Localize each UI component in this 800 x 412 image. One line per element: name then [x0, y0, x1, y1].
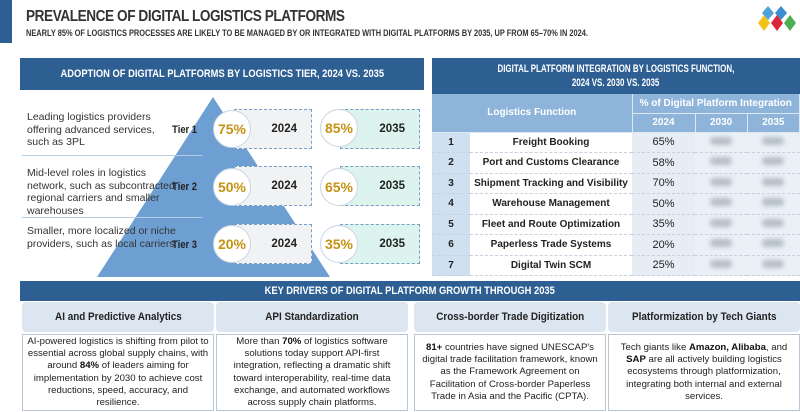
tiers-panel-header: ADOPTION OF DIGITAL PLATFORMS BY LOGISTI… [20, 58, 424, 90]
tier-1-2024-box: 2024 [234, 109, 312, 149]
tier-1-2024-value: 75% [213, 110, 251, 148]
driver-card-title: API Standardization [216, 302, 408, 332]
tier-1-description: Leading logistics providers offering adv… [27, 111, 155, 148]
page-title: PREVALENCE OF DIGITAL LOGISTICS PLATFORM… [26, 8, 345, 25]
column-header-2030: 2030 [695, 113, 748, 133]
driver-card-title: Cross-border Trade Digitization [414, 302, 606, 332]
table-row: 1 Freight Booking 65% [432, 132, 800, 153]
tiers-panel-title: ADOPTION OF DIGITAL PLATFORMS BY LOGISTI… [60, 68, 384, 80]
table-row: 3 Shipment Tracking and Visibility 70% [432, 173, 800, 194]
tier-2-2035-value: 65% [320, 168, 358, 206]
tier-divider [22, 217, 202, 218]
driver-card-title: AI and Predictive Analytics [22, 302, 214, 332]
value-2035-blurred [747, 152, 800, 174]
tier-3-label: Tier 3 [172, 239, 197, 251]
row-number: 4 [432, 193, 470, 215]
logistics-function: Fleet and Route Optimization [470, 214, 632, 235]
column-header-function: Logistics Function [432, 94, 633, 133]
tier-3-description: Smaller, more localized or niche provide… [27, 225, 176, 250]
drivers-title: KEY DRIVERS OF DIGITAL PLATFORM GROWTH T… [264, 285, 556, 297]
function-panel-title: DIGITAL PLATFORM INTEGRATION BY LOGISTIC… [497, 63, 735, 89]
value-2024: 25% [632, 255, 695, 276]
drivers-header: KEY DRIVERS OF DIGITAL PLATFORM GROWTH T… [20, 281, 800, 301]
column-header-2035: 2035 [747, 113, 800, 133]
value-2030-blurred [695, 132, 748, 153]
row-number: 3 [432, 173, 470, 194]
value-2024: 20% [632, 234, 695, 256]
driver-card: Platformization by Tech Giants Tech gian… [608, 302, 800, 411]
row-number: 1 [432, 132, 470, 153]
value-2035-blurred [747, 255, 800, 276]
row-number: 6 [432, 234, 470, 256]
value-2030-blurred [695, 193, 748, 215]
title-accent-bar [0, 0, 12, 43]
logistics-function: Port and Customs Clearance [470, 152, 632, 174]
value-2030-blurred [695, 214, 748, 235]
value-2035-blurred [747, 234, 800, 256]
value-2030-blurred [695, 255, 748, 276]
tier-3-2035-value: 35% [320, 225, 358, 263]
logistics-function: Digital Twin SCM [470, 255, 632, 276]
value-2030-blurred [695, 234, 748, 256]
tier-2-2024-value: 50% [213, 168, 251, 206]
tier-2-label: Tier 2 [172, 181, 197, 193]
table-row: 6 Paperless Trade Systems 20% [432, 234, 800, 256]
value-2030-blurred [695, 173, 748, 194]
driver-card-body: AI-powered logistics is shifting from pi… [22, 334, 214, 411]
tier-3-2024-value: 20% [213, 225, 251, 263]
driver-card-body: More than 70% of logistics software solu… [216, 334, 408, 411]
value-2024: 35% [632, 214, 695, 235]
function-integration-table: Logistics Function % of Digital Platform… [432, 94, 800, 276]
tier-1-2035-value: 85% [320, 109, 358, 147]
driver-card: Cross-border Trade Digitization 81+ coun… [414, 302, 606, 411]
logistics-function: Warehouse Management [470, 193, 632, 215]
row-number: 2 [432, 152, 470, 174]
table-row: 4 Warehouse Management 50% [432, 193, 800, 215]
driver-card: API Standardization More than 70% of log… [216, 302, 408, 411]
value-2024: 65% [632, 132, 695, 153]
brand-logo-icon [758, 6, 796, 31]
row-number: 7 [432, 255, 470, 276]
tier-1-label: Tier 1 [172, 124, 197, 136]
driver-card-title: Platformization by Tech Giants [608, 302, 800, 332]
value-2035-blurred [747, 132, 800, 153]
logistics-function: Freight Booking [470, 132, 632, 153]
value-2035-blurred [747, 214, 800, 235]
logistics-function: Shipment Tracking and Visibility [470, 173, 632, 194]
function-panel-header: DIGITAL PLATFORM INTEGRATION BY LOGISTIC… [432, 58, 800, 94]
value-2024: 58% [632, 152, 695, 174]
value-2024: 70% [632, 173, 695, 194]
logistics-function: Paperless Trade Systems [470, 234, 632, 256]
column-header-2024: 2024 [632, 113, 696, 133]
driver-card: AI and Predictive Analytics AI-powered l… [22, 302, 214, 411]
table-row: 7 Digital Twin SCM 25% [432, 255, 800, 276]
table-row: 5 Fleet and Route Optimization 35% [432, 214, 800, 235]
row-number: 5 [432, 214, 470, 235]
column-group-header: % of Digital Platform Integration [632, 94, 800, 114]
driver-card-body: 81+ countries have signed UNESCAP's digi… [414, 334, 606, 411]
page-subtitle: NEARLY 85% OF LOGISTICS PROCESSES ARE LI… [26, 28, 588, 39]
driver-card-body: Tech giants like Amazon, Alibaba, and SA… [608, 334, 800, 411]
table-row: 2 Port and Customs Clearance 58% [432, 152, 800, 174]
value-2030-blurred [695, 152, 748, 174]
value-2035-blurred [747, 173, 800, 194]
tier-2-description: Mid-level roles in logistics network, su… [27, 167, 175, 217]
value-2035-blurred [747, 193, 800, 215]
tier-divider [22, 155, 202, 156]
value-2024: 50% [632, 193, 695, 215]
